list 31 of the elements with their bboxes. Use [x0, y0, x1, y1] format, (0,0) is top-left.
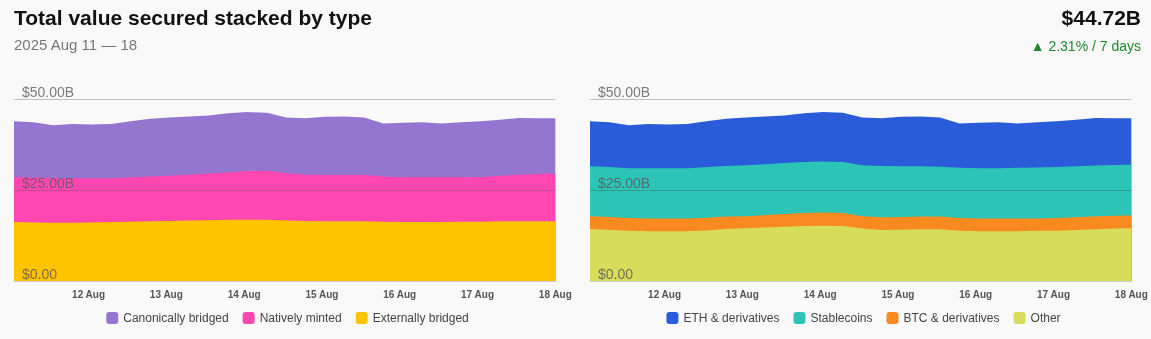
y-tick-label: $0.00: [598, 266, 634, 282]
x-tick-label: 17 Aug: [1037, 288, 1071, 300]
x-tick-label: 13 Aug: [149, 288, 183, 300]
x-tick-label: 14 Aug: [803, 288, 837, 300]
text: ▲ 2.31% / 7 days: [1030, 38, 1141, 54]
chart-title: Total value secured stacked by type: [14, 6, 372, 29]
x-tick-label: 16 Aug: [959, 288, 993, 300]
legend-label: BTC & derivatives: [903, 311, 1000, 325]
x-tick-label: 16 Aug: [383, 288, 417, 300]
legend-label: Externally bridged: [372, 311, 469, 325]
x-tick-label: 12 Aug: [72, 288, 106, 300]
text: $44.72B: [1061, 6, 1141, 30]
x-tick-label: 18 Aug: [538, 288, 572, 300]
x-tick-label: 15 Aug: [305, 288, 339, 300]
y-tick-label: $25.00B: [598, 175, 651, 191]
chart-subtitle: 2025 Aug 11 — 18: [14, 36, 138, 53]
x-tick-label: 12 Aug: [648, 288, 682, 300]
x-tick-label: 15 Aug: [881, 288, 915, 300]
y-tick-label: $25.00B: [22, 175, 75, 191]
y-tick-label: $50.00B: [22, 84, 75, 100]
legend-label: ETH & derivatives: [683, 311, 780, 325]
legend-label: Other: [1030, 311, 1061, 325]
x-tick-label: 14 Aug: [227, 288, 261, 300]
y-tick-label: $0.00: [22, 266, 58, 282]
legend-label: Canonically bridged: [123, 311, 229, 325]
legend-label: Stablecoins: [810, 311, 873, 325]
x-tick-label: 17 Aug: [461, 288, 495, 300]
x-tick-label: 13 Aug: [725, 288, 759, 300]
x-tick-label: 18 Aug: [1114, 288, 1148, 300]
legend-label: Natively minted: [259, 311, 342, 325]
y-tick-label: $50.00B: [598, 84, 651, 100]
